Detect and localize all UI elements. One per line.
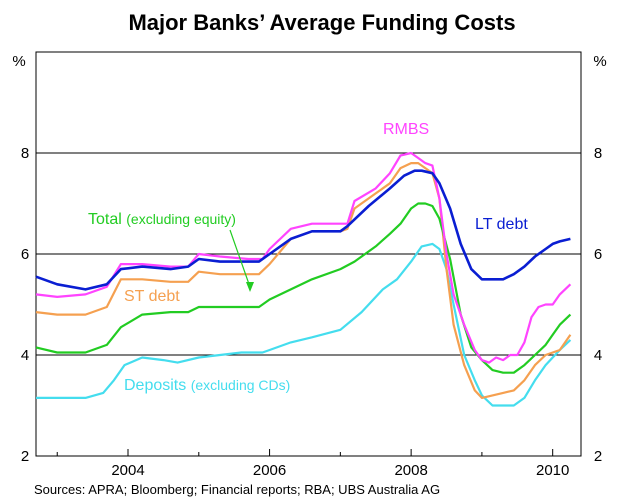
x-tick-label-2008: 2008 xyxy=(394,462,427,479)
x-tick-label-2010: 2010 xyxy=(536,462,569,479)
series-note-deposits: (excluding CDs) xyxy=(191,377,291,393)
y-tick-left-6: 6 xyxy=(21,246,29,263)
y-tick-left-4: 4 xyxy=(21,347,29,364)
series-line-rmbs xyxy=(35,151,572,364)
y-axis-ticks: 2 2 4 4 6 6 8 8 xyxy=(21,145,602,465)
series-line-lt-debt xyxy=(35,169,571,291)
series-label-lt-debt: LT debt xyxy=(475,216,528,233)
series-label-st-debt: ST debt xyxy=(124,288,180,305)
y-tick-right-6: 6 xyxy=(594,246,602,263)
series-line-deposits xyxy=(36,242,572,407)
y-axis-label-right: % xyxy=(593,53,606,70)
source-note: Sources: APRA; Bloomberg; Financial repo… xyxy=(34,482,440,497)
series-label-total: Total (excluding equity) xyxy=(88,211,236,228)
y-tick-right-4: 4 xyxy=(594,347,602,364)
gridlines xyxy=(36,152,581,356)
series-label-rmbs: RMBS xyxy=(383,121,429,138)
series-note-total: (excluding equity) xyxy=(126,211,236,227)
y-tick-left-2: 2 xyxy=(21,448,29,465)
series-label-deposits: Deposits (excluding CDs) xyxy=(124,377,290,394)
series-line-st-debt xyxy=(35,162,572,399)
x-tick-label-2006: 2006 xyxy=(253,462,286,479)
x-tick-label-2004: 2004 xyxy=(111,462,144,479)
y-tick-left-8: 8 xyxy=(21,145,29,162)
series-lines xyxy=(35,151,572,407)
chart-title: Major Banks’ Average Funding Costs xyxy=(128,10,515,35)
plot-frame xyxy=(35,51,582,457)
y-axis-label-left: % xyxy=(12,53,25,70)
x-axis-ticks: 2004 2006 2008 2010 xyxy=(56,449,569,479)
series-line-total xyxy=(35,202,572,374)
total-label-arrowhead xyxy=(246,282,254,292)
y-tick-right-2: 2 xyxy=(594,448,602,465)
y-tick-right-8: 8 xyxy=(594,145,602,162)
total-label-leader xyxy=(229,229,251,288)
